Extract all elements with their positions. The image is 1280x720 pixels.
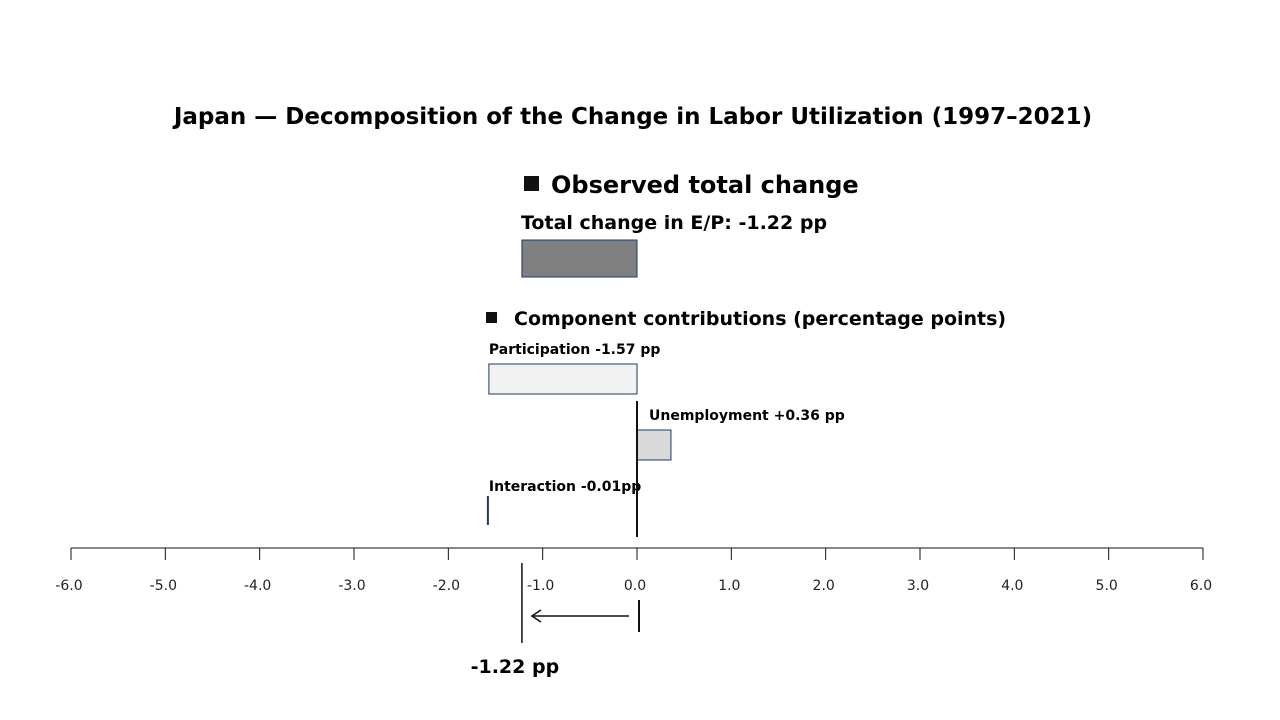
x-tick-label: 5.0 xyxy=(1096,578,1118,594)
component-label-participation: Participation -1.57 pp xyxy=(489,342,661,358)
x-tick-label: 2.0 xyxy=(813,578,835,594)
x-tick-label: -3.0 xyxy=(338,578,365,594)
components-section-marker xyxy=(486,312,497,323)
component-label-unemployment: Unemployment +0.36 pp xyxy=(649,408,845,424)
component-bar-unemployment xyxy=(636,429,672,461)
x-tick-label: 6.0 xyxy=(1190,578,1212,594)
x-tick-label: 4.0 xyxy=(1001,578,1023,594)
chart-title: Japan — Decomposition of the Change in L… xyxy=(172,104,1092,130)
change-arrow-head xyxy=(530,609,542,623)
x-tick-label: -6.0 xyxy=(55,578,82,594)
total-bar-label: Total change in E/P: -1.22 pp xyxy=(521,212,827,234)
x-tick-label: 0.0 xyxy=(624,578,646,594)
x-tick-label: 3.0 xyxy=(907,578,929,594)
observed-section-marker xyxy=(524,176,539,191)
component-bar-participation xyxy=(488,363,638,395)
x-tick-label: -2.0 xyxy=(433,578,460,594)
component-bars: Participation -1.57 pp Unemployment +0.36… xyxy=(486,342,845,525)
x-tick-label: -5.0 xyxy=(150,578,177,594)
result-label: -1.22 pp xyxy=(471,656,560,678)
component-label-interaction: Interaction -0.01pp xyxy=(489,479,641,495)
x-axis: -6.0 -5.0 -4.0 -3.0 -2.0 -1.0 0.0 1.0 2.0 3.0 4.0 5… xyxy=(55,547,1212,594)
x-tick-label: -1.0 xyxy=(527,578,554,594)
x-tick-label: -4.0 xyxy=(244,578,271,594)
observed-section-label: Observed total change xyxy=(551,171,859,199)
component-bar-interaction xyxy=(486,496,489,525)
components-section-label: Component contributions (percentage poin… xyxy=(514,308,1006,330)
total-change-bar xyxy=(521,239,638,278)
x-tick-label: 1.0 xyxy=(718,578,740,594)
